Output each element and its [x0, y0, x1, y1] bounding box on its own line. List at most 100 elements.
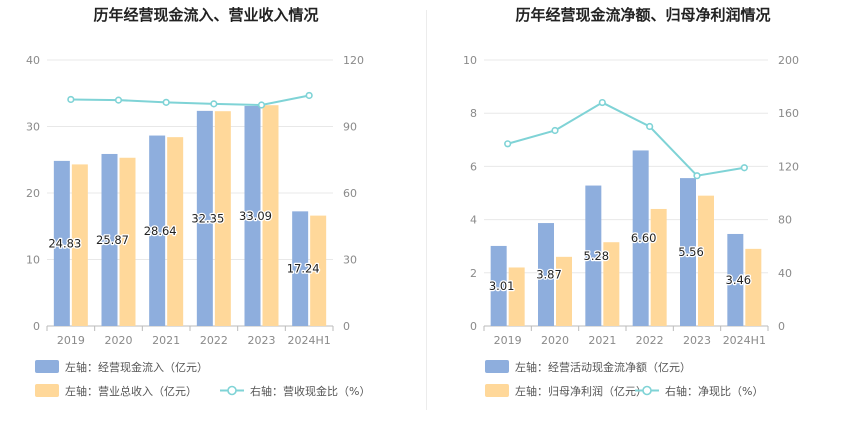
y-right-tick-label: 120 [343, 54, 364, 67]
bar-primary [490, 245, 507, 326]
ratio-point [504, 140, 512, 148]
x-tick-label: 2024H1 [723, 334, 766, 347]
ratio-point [114, 96, 123, 104]
x-tick-label: 2022 [200, 334, 228, 347]
legend-swatch-secondary [35, 384, 59, 397]
y-left-tick-label: 40 [26, 54, 40, 67]
bar-data-label: 28.64 [144, 224, 177, 238]
ratio-point [257, 101, 266, 109]
x-tick-label: 2020 [541, 334, 569, 347]
ratio-point [740, 164, 748, 172]
bar-primary [632, 150, 649, 326]
bar-primary [149, 135, 166, 326]
legend-label-secondary: 左轴：营业总收入（亿元） [65, 384, 197, 398]
legend-label-line: 右轴：净现比（%） [665, 384, 763, 398]
ratio-line [70, 94, 310, 107]
ratio-point [598, 98, 606, 107]
y-left-tick-label: 6 [470, 160, 477, 173]
bar-secondary [508, 267, 525, 326]
net-cash-flow-profit-chart: 历年经营现金流净额、归母净利润情况 0 0 2 40 4 80 6 120 8 160 10 200 20… [463, 6, 799, 398]
bar-data-label: 3.01 [489, 279, 515, 293]
y-right-tick-label: 0 [778, 320, 785, 333]
bar-primary [292, 211, 309, 326]
y-right-tick-label: 160 [778, 107, 799, 120]
y-right-tick-label: 80 [778, 214, 792, 227]
y-right-tick-label: 120 [778, 160, 799, 173]
y-right-tick-label: 60 [343, 187, 357, 200]
bar-primary [53, 160, 70, 326]
x-tick-label: 2019 [494, 334, 522, 347]
y-left-tick-label: 10 [463, 54, 477, 67]
y-left-tick-label: 30 [26, 121, 40, 134]
y-right-tick-label: 0 [343, 320, 350, 333]
bar-secondary [214, 111, 231, 326]
legend-swatch-primary [485, 360, 509, 373]
y-right-tick-label: 200 [778, 54, 799, 67]
bar-primary [727, 233, 744, 326]
y-right-tick-label: 90 [343, 121, 357, 134]
bar-secondary [650, 208, 667, 326]
bar-primary [585, 185, 602, 326]
x-tick-label: 2020 [105, 334, 133, 347]
bar-primary [196, 110, 213, 326]
x-tick-label: 2023 [683, 334, 711, 347]
bar-secondary [310, 215, 327, 326]
y-left-tick-label: 4 [470, 214, 477, 227]
bar-primary [680, 178, 696, 326]
legend-swatch-primary [35, 360, 59, 373]
ratio-point [646, 122, 654, 131]
x-tick-label: 2024H1 [288, 334, 331, 347]
x-tick-label: 2021 [152, 334, 180, 347]
bar-data-label: 3.87 [536, 268, 562, 282]
bar-data-label: 33.09 [239, 209, 272, 223]
ratio-point [210, 100, 218, 108]
legend-swatch-line-marker [642, 385, 652, 396]
bar-secondary [698, 195, 714, 326]
y-right-tick-label: 30 [343, 254, 357, 267]
ratio-point [551, 126, 559, 135]
y-left-tick-label: 0 [470, 320, 477, 333]
bar-data-label: 25.87 [96, 233, 129, 247]
legend-label-primary: 左轴：经营现金流入（亿元） [65, 360, 208, 374]
bar-secondary [119, 157, 136, 326]
legend-swatch-secondary [485, 384, 509, 397]
bar-data-label: 17.24 [287, 262, 320, 276]
bar-secondary [71, 164, 88, 326]
bar-data-label: 24.83 [48, 236, 81, 250]
panel-divider [426, 10, 427, 410]
ratio-point [67, 95, 75, 104]
bar-secondary [603, 242, 620, 326]
x-tick-label: 2023 [248, 334, 276, 347]
bar-primary [538, 223, 554, 326]
bar-data-label: 5.28 [584, 249, 610, 263]
ratio-point [162, 98, 170, 106]
chart-title: 历年经营现金流入、营业收入情况 [93, 6, 318, 24]
bar-data-label: 5.56 [678, 245, 704, 259]
legend-label-line: 右轴：营收现金比（%） [250, 384, 370, 398]
ratio-point [305, 91, 313, 100]
bar-secondary [745, 248, 762, 326]
bar-primary [101, 153, 118, 326]
bar-data-label: 6.60 [631, 231, 657, 245]
y-left-tick-label: 2 [470, 267, 477, 280]
x-tick-label: 2019 [57, 334, 85, 347]
y-left-tick-label: 0 [33, 320, 40, 333]
y-left-tick-label: 10 [26, 254, 40, 267]
bar-secondary [262, 105, 279, 326]
bar-secondary [556, 256, 572, 326]
legend-label-secondary: 左轴：归母净利润（亿元） [515, 384, 647, 398]
y-left-tick-label: 8 [470, 107, 477, 120]
ratio-point [693, 172, 701, 180]
bar-data-label: 3.46 [726, 273, 752, 287]
legend-label-primary: 左轴：经营活动现金流净额（亿元） [515, 360, 691, 374]
y-right-tick-label: 40 [778, 267, 792, 280]
ratio-line [507, 101, 745, 177]
chart-title: 历年经营现金流净额、归母净利润情况 [515, 6, 770, 24]
bar-secondary [167, 137, 184, 326]
cash-inflow-revenue-chart: 历年经营现金流入、营业收入情况 0 0 10 30 20 60 30 90 40 120 2019 20… [26, 6, 370, 398]
y-left-tick-label: 20 [26, 187, 40, 200]
bar-data-label: 32.35 [191, 211, 224, 225]
x-tick-label: 2022 [636, 334, 664, 347]
legend-swatch-line-marker [227, 385, 237, 396]
